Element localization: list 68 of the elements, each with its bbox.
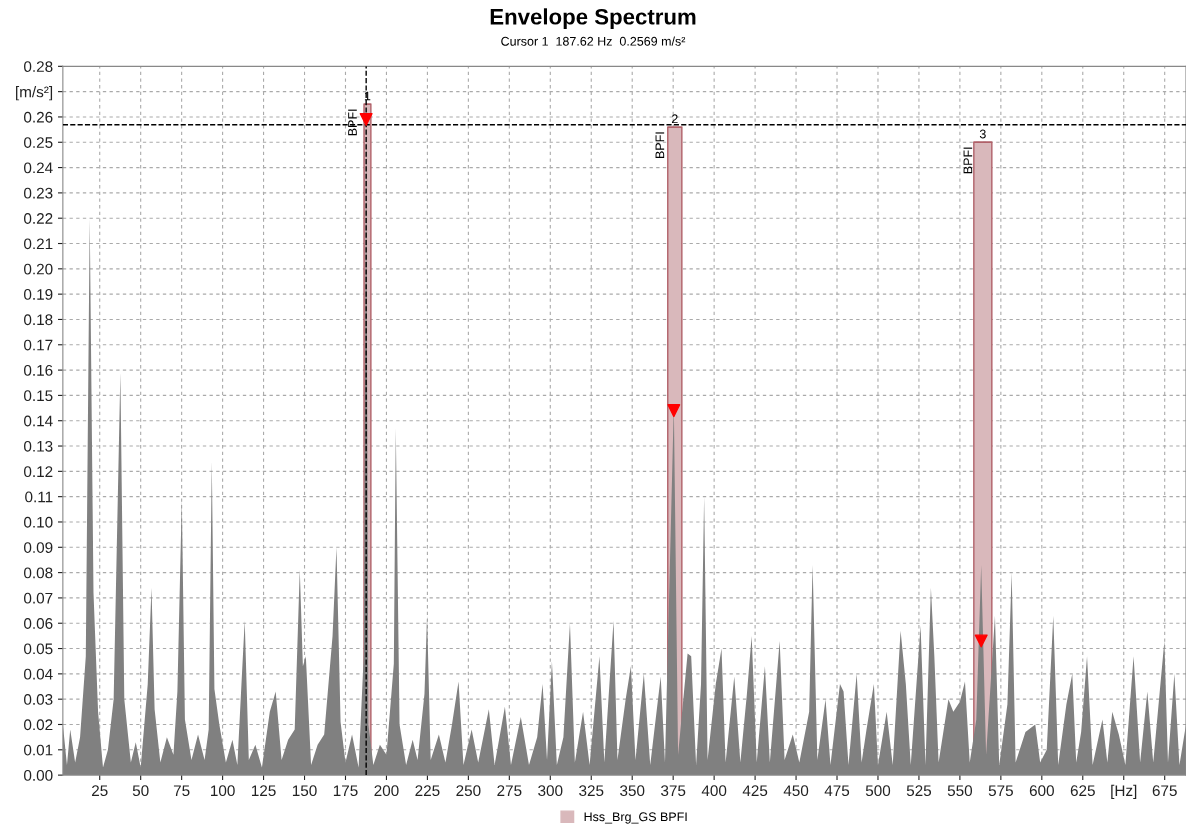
x-tick-label: 475 bbox=[824, 785, 850, 797]
y-tick-label: 0.19 bbox=[24, 289, 53, 300]
x-tick-label: 275 bbox=[497, 785, 522, 797]
chart-subtitle: Cursor 1 187.62 Hz 0.2569 m/s² bbox=[501, 36, 686, 46]
y-tick-label: 0.25 bbox=[24, 137, 53, 148]
y-tick-label: 0.05 bbox=[24, 643, 53, 655]
x-tick-label: 575 bbox=[988, 785, 1013, 797]
y-tick-label: 0.07 bbox=[24, 592, 53, 604]
y-tick-label: 0.04 bbox=[24, 668, 53, 680]
y-tick-label: 0.00 bbox=[24, 769, 53, 781]
x-tick-label: 500 bbox=[865, 785, 891, 797]
y-tick-label: 0.12 bbox=[24, 466, 53, 478]
x-tick-label: 625 bbox=[1070, 785, 1095, 797]
annotation: BPFI bbox=[655, 132, 665, 158]
annotation: BPFI bbox=[348, 109, 357, 136]
x-tick-label: 50 bbox=[132, 785, 149, 797]
x-tick-label: 675 bbox=[1152, 785, 1177, 797]
x-tick-label: 550 bbox=[947, 785, 973, 797]
x-tick-label: 350 bbox=[620, 785, 645, 797]
x-tick-label: 75 bbox=[173, 785, 190, 797]
annotation: 2 bbox=[671, 114, 678, 124]
y-tick-label: 0.03 bbox=[24, 694, 53, 705]
annotation: 1 bbox=[364, 91, 371, 101]
y-tick-label: 0.14 bbox=[24, 415, 53, 427]
y-tick-label: 0.13 bbox=[24, 440, 53, 452]
y-tick-label: 0.21 bbox=[24, 238, 53, 250]
y-tick-label: 0.15 bbox=[24, 390, 53, 402]
y-tick-label: 0.28 bbox=[24, 61, 53, 73]
y-tick-label: 0.23 bbox=[24, 187, 53, 199]
x-tick-label: 225 bbox=[415, 785, 440, 797]
x-tick-label: 525 bbox=[906, 785, 932, 797]
x-tick-label: 425 bbox=[742, 785, 768, 797]
x-tick-label: 100 bbox=[211, 785, 235, 797]
y-tick-label: 0.11 bbox=[25, 491, 53, 503]
y-tick-label: 0.16 bbox=[24, 364, 53, 376]
annotation: 3 bbox=[979, 129, 986, 139]
y-tick-label: [m/s²] bbox=[16, 86, 53, 101]
annotation: BPFI bbox=[963, 147, 973, 174]
x-tick-label: 400 bbox=[701, 785, 727, 797]
chart-title: Envelope Spectrum bbox=[490, 8, 696, 30]
x-tick-label: 375 bbox=[661, 785, 686, 797]
point bbox=[359, 112, 373, 126]
y-tick-label: 0.22 bbox=[24, 213, 53, 224]
x-tick-label: 250 bbox=[456, 785, 481, 797]
y-tick-label: 0.24 bbox=[24, 162, 53, 174]
x-tick-label: 25 bbox=[92, 785, 108, 797]
y-tick-label: 0.18 bbox=[24, 314, 53, 326]
y-tick-label: 0.26 bbox=[24, 111, 53, 123]
legend-label: Hss_Brg_GS BPFI bbox=[584, 812, 687, 824]
y-tick-label: 0.01 bbox=[24, 744, 53, 756]
x-tick-label: [Hz] bbox=[1111, 784, 1137, 800]
y-tick-label: 0.08 bbox=[24, 567, 53, 579]
x-tick-label: 325 bbox=[579, 785, 604, 797]
point bbox=[974, 634, 988, 648]
y-tick-label: 0.17 bbox=[24, 339, 53, 351]
point bbox=[667, 404, 681, 418]
x-tick-label: 125 bbox=[251, 785, 276, 797]
x-tick-label: 450 bbox=[783, 785, 809, 797]
x-tick-label: 200 bbox=[374, 785, 399, 797]
x-tick-label: 150 bbox=[292, 785, 317, 797]
y-tick-label: 0.20 bbox=[24, 263, 53, 275]
y-tick-label: 0.09 bbox=[24, 542, 53, 553]
y-tick-label: 0.02 bbox=[24, 719, 53, 731]
x-tick-label: 175 bbox=[333, 785, 358, 797]
y-tick-label: 0.06 bbox=[24, 618, 53, 629]
x-tick-label: 600 bbox=[1029, 785, 1054, 797]
y-tick-label: 0.10 bbox=[24, 516, 53, 528]
x-tick-label: 300 bbox=[538, 785, 563, 797]
